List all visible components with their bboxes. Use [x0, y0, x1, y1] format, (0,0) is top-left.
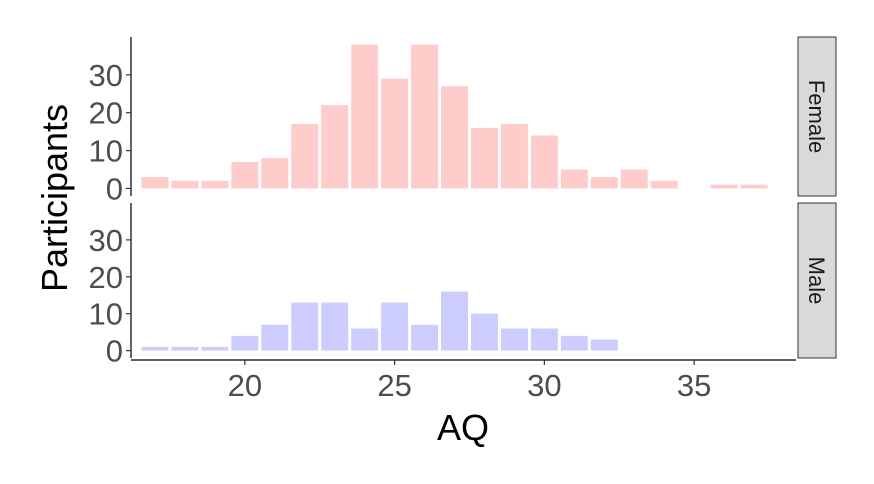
bar: [351, 328, 379, 351]
bar: [141, 177, 169, 189]
bar: [411, 324, 439, 351]
bar: [291, 124, 319, 189]
bar: [530, 328, 558, 351]
bar: [321, 105, 349, 189]
facet-strip-label: Female: [804, 80, 829, 153]
bar: [381, 78, 409, 189]
bar: [500, 328, 528, 351]
bar: [470, 127, 498, 189]
y-tick-label: 0: [106, 171, 123, 206]
bar: [710, 184, 738, 189]
y-tick-label: 30: [89, 58, 123, 93]
bar: [470, 313, 498, 351]
y-tick-label: 20: [89, 96, 123, 131]
bar: [261, 158, 289, 189]
bar: [321, 302, 349, 351]
bar: [171, 346, 199, 351]
x-axis: 20 25 30 35: [131, 359, 796, 403]
bar: [261, 324, 289, 351]
bar: [201, 180, 229, 189]
bar: [231, 335, 259, 351]
bar: [381, 302, 409, 351]
bar: [590, 177, 618, 189]
bar: [441, 291, 468, 351]
y-tick-label: 10: [89, 134, 123, 169]
y-axis-title: Participants: [34, 104, 75, 292]
y-tick-label: 20: [89, 260, 123, 295]
bar: [201, 346, 229, 351]
bar: [351, 44, 379, 189]
facet-strip: [797, 202, 837, 359]
bar: [171, 180, 199, 189]
y-tick-label: 30: [89, 223, 123, 258]
x-tick-label: 30: [527, 368, 561, 403]
bar: [560, 169, 588, 189]
x-axis-title: AQ: [437, 407, 489, 448]
bar: [620, 169, 648, 189]
x-tick-label: 20: [228, 368, 262, 403]
y-tick-label: 0: [106, 334, 123, 369]
x-tick-label: 35: [677, 368, 711, 403]
bar: [291, 302, 319, 351]
facet-strips: Female Male: [797, 36, 837, 359]
facet-strip-label: Male: [804, 257, 829, 305]
bar: [530, 135, 558, 189]
bar: [141, 346, 169, 351]
y-tick-label: 10: [89, 297, 123, 332]
bar: [231, 161, 259, 189]
x-tick-label: 25: [377, 368, 411, 403]
bar: [441, 86, 468, 189]
bar: [411, 44, 439, 189]
bar: [650, 180, 678, 189]
bar: [740, 184, 768, 189]
bar: [560, 335, 588, 351]
bar: [590, 339, 618, 351]
facet-strip: [797, 36, 837, 197]
bar: [500, 124, 528, 189]
